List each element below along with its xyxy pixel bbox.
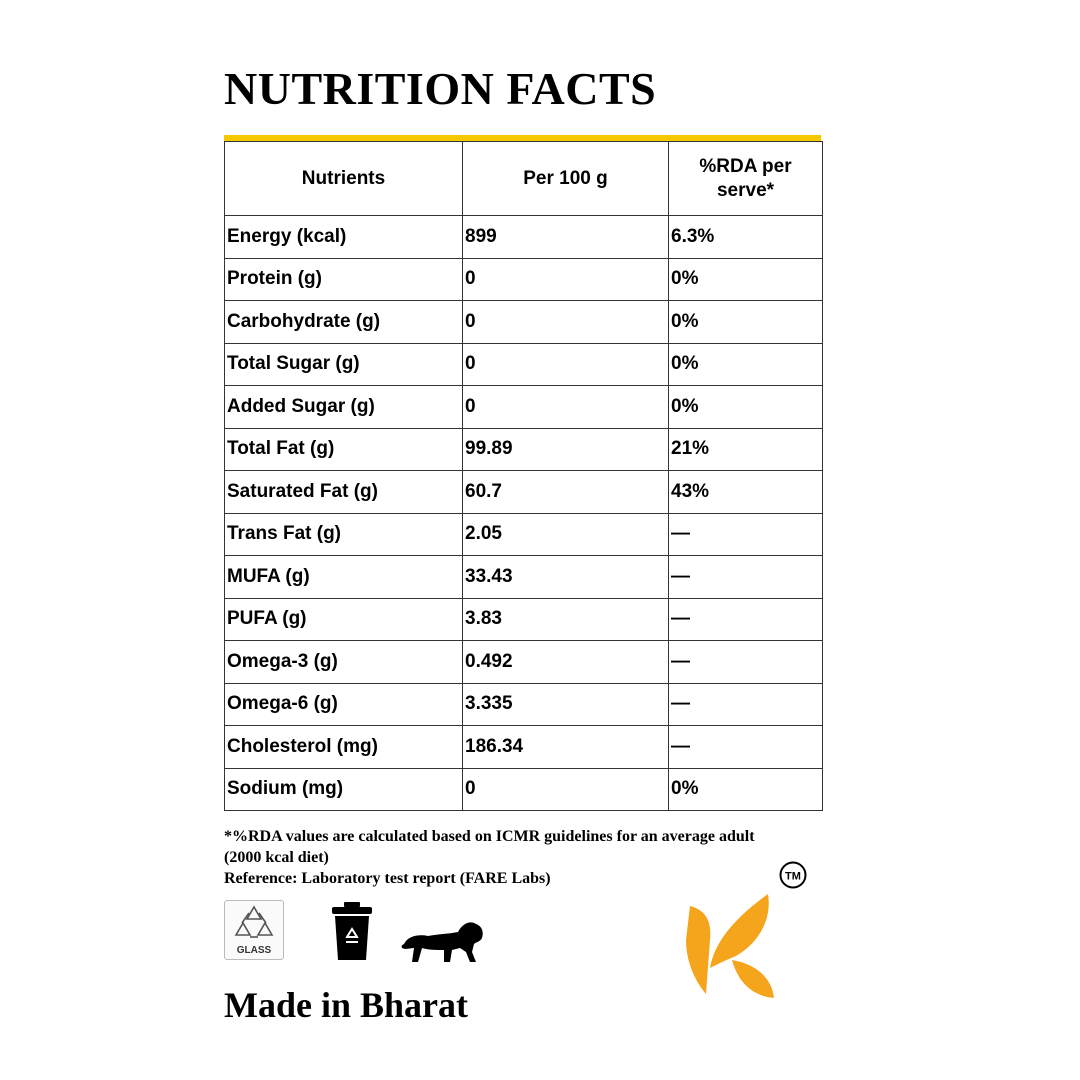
svg-text:TM: TM	[785, 871, 801, 883]
table-row: Carbohydrate (g) 0 0%	[224, 300, 823, 344]
table-row: Omega-6 (g) 3.335—	[224, 682, 823, 726]
table-body: Energy (kcal) 899 6.3% Protein (g) 0 0% Carboh…	[224, 215, 823, 811]
nutrient-name: Energy (kcal)	[224, 215, 463, 259]
rda-value: 0%	[668, 767, 823, 811]
rda-value: 43%	[668, 470, 823, 514]
rda-value: 0%	[668, 385, 823, 429]
table-row: Omega-3 (g) 0.492—	[224, 640, 823, 684]
per-100g-value: 0	[462, 342, 669, 386]
table-row: PUFA (g) 3.83—	[224, 597, 823, 641]
footnote: *%RDA values are calculated based on ICM…	[224, 826, 844, 889]
per-100g-value: 899	[462, 215, 669, 259]
page-title: NUTRITION FACTS	[224, 63, 657, 114]
rda-value: —	[668, 597, 823, 641]
per-100g-value: 0	[462, 300, 669, 344]
per-100g-value: 33.43	[462, 555, 669, 599]
accent-bar	[224, 135, 821, 141]
per-100g-value: 0	[462, 385, 669, 429]
recycle-bin-icon	[332, 902, 372, 960]
nutrient-name: Cholesterol (mg)	[224, 725, 463, 769]
table-row: Cholesterol (mg) 186.34—	[224, 725, 823, 769]
made-in-label: Made in Bharat	[224, 985, 469, 1025]
lion-icon	[401, 922, 483, 962]
table-row: Added Sugar (g) 0 0%	[224, 385, 823, 429]
table-row: Sodium (mg) 0 0%	[224, 767, 823, 811]
footnote-diet: (2000 kcal diet)	[224, 849, 329, 866]
per-100g-value: 0	[462, 767, 669, 811]
footnote-reference: Reference: Laboratory test report (FARE …	[224, 870, 551, 887]
per-100g-value: 60.7	[462, 470, 669, 514]
rda-value: —	[668, 640, 823, 684]
glass-label: GLASS	[236, 945, 272, 956]
trademark-icon: TM	[779, 861, 807, 889]
table-row: Trans Fat (g) 2.05—	[224, 512, 823, 556]
table-row: Total Fat (g) 99.89 21%	[224, 427, 823, 471]
nutrient-name: Omega-3 (g)	[224, 640, 463, 684]
per-100g-value: 0.492	[462, 640, 669, 684]
k-leaf-logo-icon	[686, 894, 774, 998]
nutrient-name: Total Sugar (g)	[224, 342, 463, 386]
nutrient-name: MUFA (g)	[224, 555, 463, 599]
rda-value: —	[668, 682, 823, 726]
rda-value: —	[668, 725, 823, 769]
nutrient-name: Omega-6 (g)	[224, 682, 463, 726]
nutrient-name: PUFA (g)	[224, 597, 463, 641]
per-100g-value: 99.89	[462, 427, 669, 471]
table-row: MUFA (g) 33.43—	[224, 555, 823, 599]
nutrient-name: Sodium (mg)	[224, 767, 463, 811]
column-header: Nutrients	[224, 141, 463, 216]
table-header-row: Nutrients Per 100 g %RDA per serve*	[224, 141, 823, 216]
per-100g-value: 186.34	[462, 725, 669, 769]
column-header: %RDA per serve*	[668, 141, 823, 216]
rda-value: 0%	[668, 342, 823, 386]
nutrition-table: Nutrients Per 100 g %RDA per serve* Ener…	[224, 141, 823, 811]
nutrient-name: Carbohydrate (g)	[224, 300, 463, 344]
nutrient-name: Saturated Fat (g)	[224, 470, 463, 514]
per-100g-value: 3.335	[462, 682, 669, 726]
column-header: Per 100 g	[462, 141, 669, 216]
table-row: Saturated Fat (g) 60.7 43%	[224, 470, 823, 514]
rda-value: 0%	[668, 300, 823, 344]
nutrient-name: Trans Fat (g)	[224, 512, 463, 556]
table-row: Energy (kcal) 899 6.3%	[224, 215, 823, 259]
per-100g-value: 3.83	[462, 597, 669, 641]
per-100g-value: 0	[462, 257, 669, 301]
rda-value: 21%	[668, 427, 823, 471]
nutrient-name: Total Fat (g)	[224, 427, 463, 471]
footnote-rda: *%RDA values are calculated based on ICM…	[224, 828, 755, 845]
table-row: Total Sugar (g) 0 0%	[224, 342, 823, 386]
nutrient-name: Protein (g)	[224, 257, 463, 301]
rda-value: —	[668, 512, 823, 556]
rda-value: 6.3%	[668, 215, 823, 259]
glass-recycle-icon: GLASS	[224, 900, 284, 960]
nutrient-name: Added Sugar (g)	[224, 385, 463, 429]
table-row: Protein (g) 0 0%	[224, 257, 823, 301]
rda-value: 0%	[668, 257, 823, 301]
per-100g-value: 2.05	[462, 512, 669, 556]
rda-value: —	[668, 555, 823, 599]
